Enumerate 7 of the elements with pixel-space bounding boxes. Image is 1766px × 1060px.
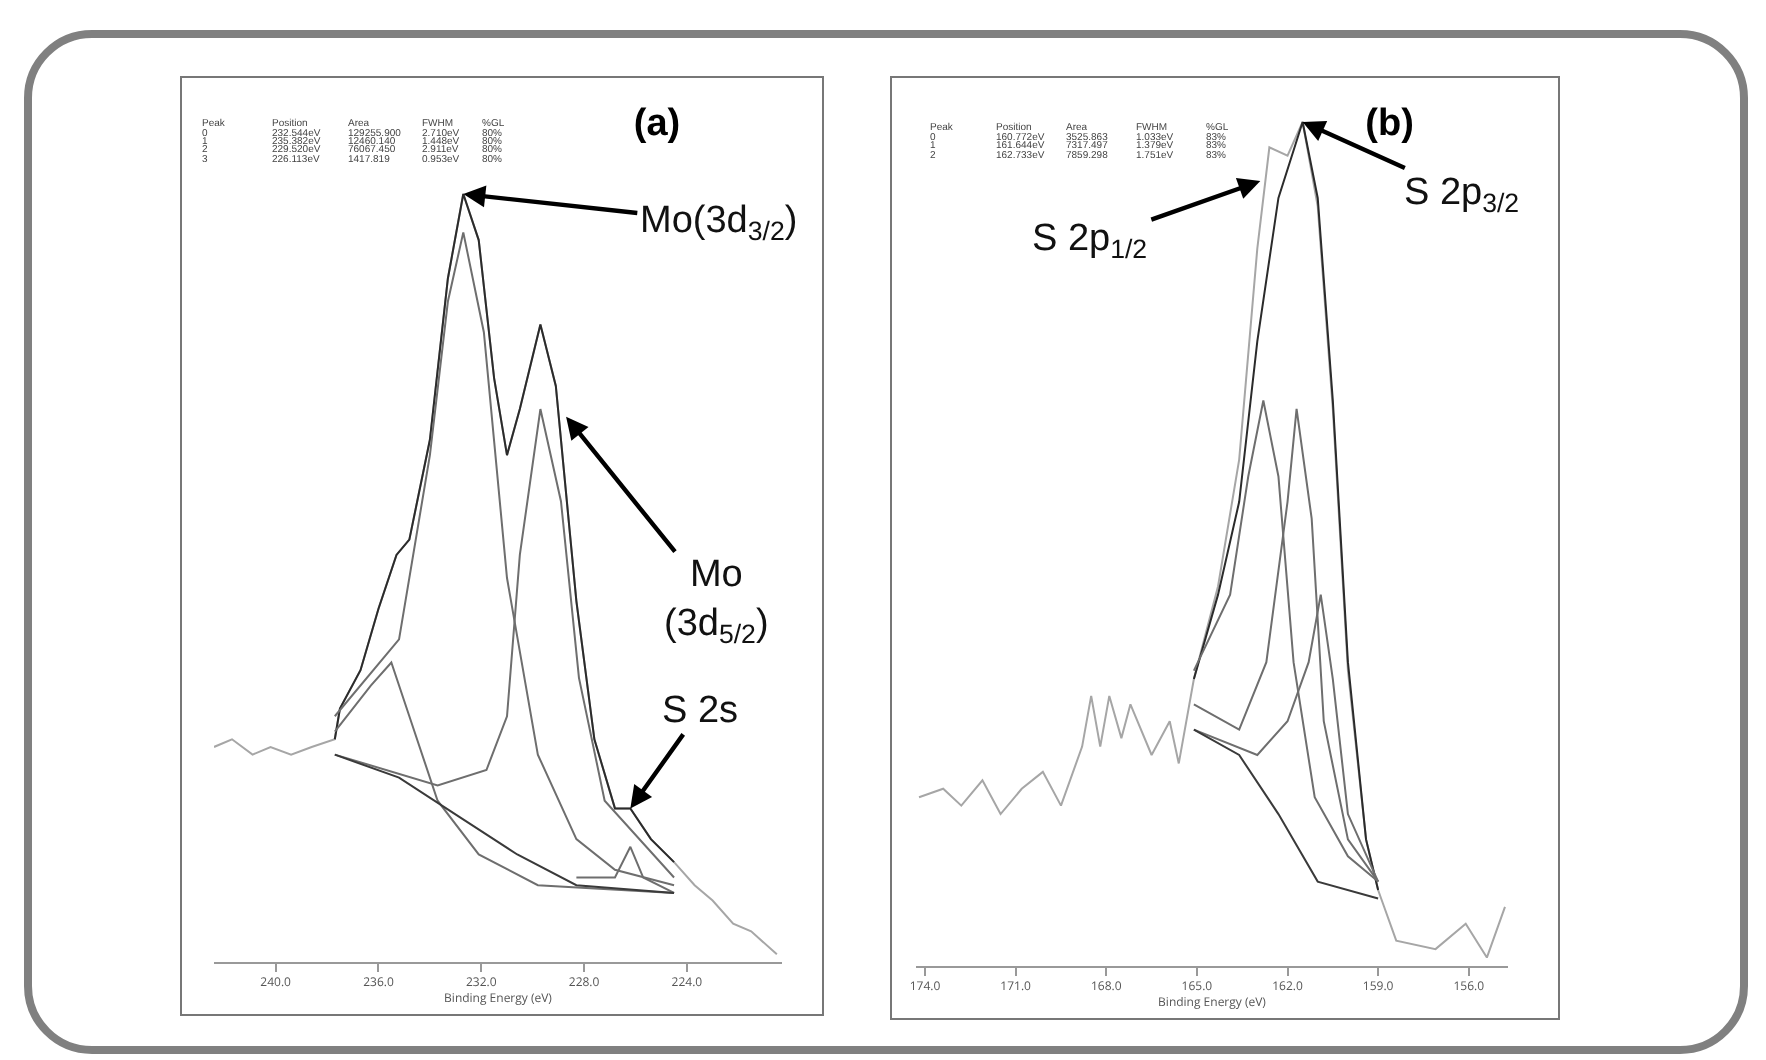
- annotation: S 2p$_{1/2}$: [1032, 218, 1148, 264]
- annotation: S 2s: [662, 690, 739, 732]
- annotation: Mo (3d$_{5/2}$): [664, 554, 769, 650]
- chart-title: (b): [1365, 103, 1414, 146]
- chart-title: (a): [633, 103, 681, 146]
- annotation: S 2p$_{3/2}$: [1404, 172, 1520, 218]
- annotation: Mo(3d$_{3/2}$): [640, 200, 798, 246]
